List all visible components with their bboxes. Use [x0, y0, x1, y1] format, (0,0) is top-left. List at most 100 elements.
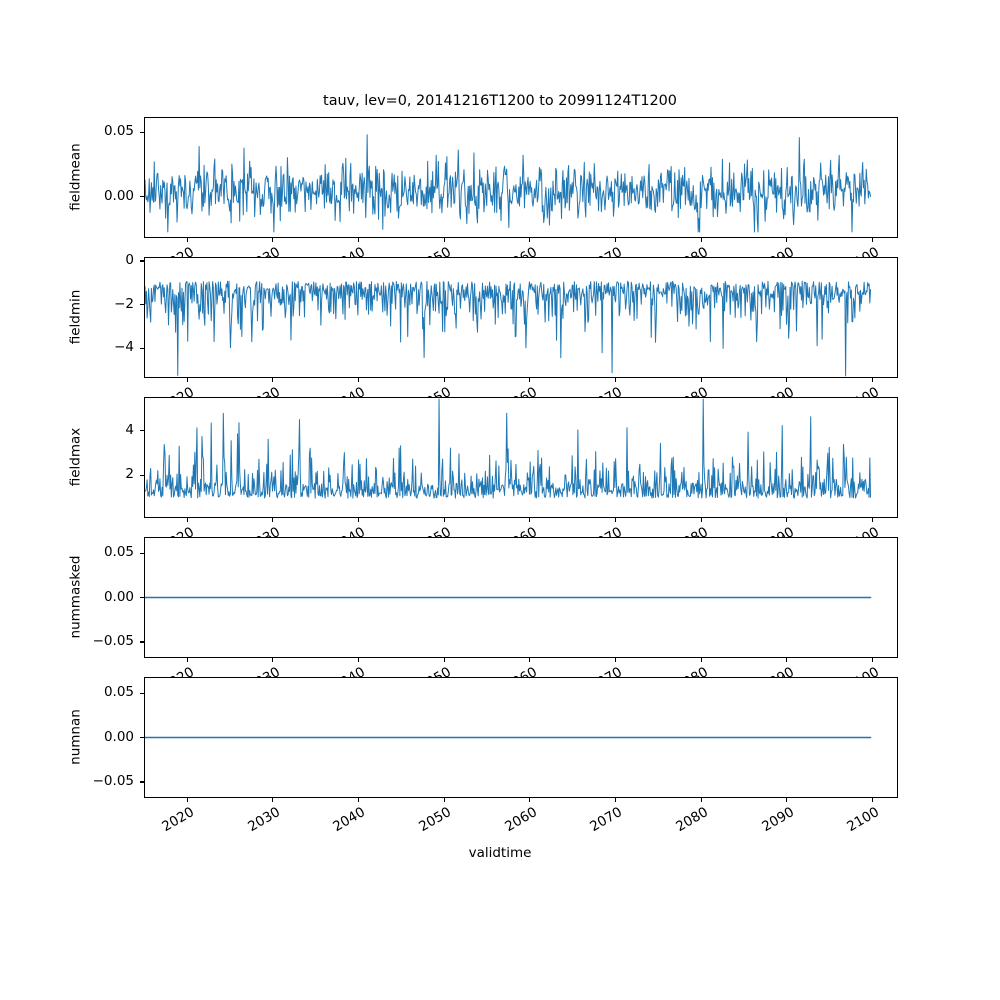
x-tick-mark — [186, 238, 188, 242]
x-tick-label: 2060 — [490, 664, 540, 677]
y-tick-mark — [140, 304, 144, 306]
x-tick-mark — [443, 658, 445, 662]
x-tick-mark — [700, 518, 702, 522]
x-tick-label: 2100 — [833, 524, 883, 537]
x-tick-label: 2070 — [576, 384, 626, 397]
x-tick-label: 2030 — [233, 524, 283, 537]
x-ticks-nummasked: 2020 2030 2040 2050 2060 2070 2080 2090 2100 — [0, 658, 1000, 677]
x-tick-mark — [357, 378, 360, 382]
x-tick-label: 2040 — [319, 244, 369, 257]
x-ticks-fieldmin: 2020 2030 2040 2050 2060 2070 2080 2090 2100 — [0, 378, 1000, 397]
y-tick-label: 2 — [125, 466, 134, 483]
series-fieldmin — [145, 281, 871, 376]
y-tick-mark — [140, 131, 144, 134]
panel-fieldmin — [144, 257, 898, 378]
x-tick-mark — [529, 658, 531, 662]
panel-fieldmean — [144, 117, 898, 238]
x-tick-mark — [700, 658, 702, 662]
x-tick-mark — [357, 238, 360, 242]
x-tick-label: 2050 — [416, 804, 455, 836]
x-tick-label: 2050 — [405, 524, 454, 537]
x-tick-label: 2060 — [490, 384, 540, 397]
y-tick-label: 0.05 — [103, 123, 134, 140]
x-tick-mark — [186, 378, 188, 382]
y-tick-mark — [140, 781, 144, 783]
x-tick-label: 2020 — [159, 804, 198, 836]
x-tick-label: 2090 — [747, 384, 797, 397]
x-tick-mark — [357, 798, 360, 802]
x-tick-mark — [443, 798, 445, 802]
x-tick-label: 2080 — [661, 664, 711, 677]
x-tick-mark — [529, 518, 531, 522]
x-tick-label: 2050 — [405, 384, 454, 397]
panel-numnan — [144, 677, 898, 798]
x-tick-label: 2060 — [490, 244, 540, 257]
x-tick-label: 2040 — [319, 524, 369, 537]
x-tick-mark — [700, 798, 702, 802]
y-tick-mark — [140, 597, 144, 599]
x-tick-mark — [357, 518, 360, 522]
x-tick-label: 2100 — [844, 804, 883, 836]
x-tick-label: 2020 — [148, 384, 197, 397]
x-tick-label: 2070 — [576, 244, 626, 257]
x-tick-mark — [443, 518, 445, 522]
x-tick-label: 2020 — [148, 524, 197, 537]
x-tick-label: 2020 — [148, 244, 197, 257]
series-fieldmean — [145, 135, 871, 232]
x-tick-mark — [871, 238, 873, 242]
x-tick-mark — [529, 238, 531, 242]
x-tick-mark — [786, 518, 788, 522]
x-tick-mark — [871, 518, 873, 522]
y-tick-label: 0 — [125, 251, 134, 268]
x-tick-label: 2100 — [833, 384, 883, 397]
x-ticks-fieldmean: 2020 2030 2040 2050 2060 2070 2080 2090 2100 — [0, 238, 1000, 257]
y-tick-mark — [140, 641, 144, 643]
x-tick-label: 2060 — [501, 804, 540, 836]
panel-nummasked — [144, 537, 898, 658]
x-tick-label: 2090 — [758, 804, 797, 836]
x-ticks-fieldmax: 2020 2030 2040 2050 2060 2070 2080 2090 2100 — [0, 518, 1000, 537]
y-axis-label-fieldmax: fieldmax — [67, 427, 83, 486]
x-tick-label: 2040 — [319, 384, 369, 397]
x-tick-mark — [272, 658, 274, 662]
x-tick-mark — [614, 798, 616, 802]
y-tick-mark — [140, 347, 144, 350]
y-tick-label: −2 — [114, 295, 134, 312]
x-tick-label: 2050 — [405, 664, 454, 677]
y-tick-label: −0.05 — [92, 632, 134, 649]
x-tick-label: 2030 — [233, 244, 283, 257]
x-tick-mark — [700, 238, 702, 242]
x-tick-mark — [272, 518, 274, 522]
x-tick-mark — [443, 378, 445, 382]
x-tick-label: 2040 — [330, 804, 369, 836]
y-tick-mark — [140, 552, 144, 554]
plot-area-fieldmax — [145, 398, 897, 517]
x-tick-mark — [786, 378, 788, 382]
plot-area-fieldmin — [145, 258, 897, 377]
x-tick-label: 2070 — [576, 524, 626, 537]
x-tick-mark — [186, 518, 188, 522]
x-tick-label: 2030 — [245, 804, 283, 836]
y-tick-label: 0.05 — [103, 684, 134, 700]
y-tick-mark — [140, 196, 144, 198]
x-tick-label: 2030 — [233, 664, 283, 677]
plot-area-fieldmean — [145, 118, 897, 237]
x-tick-mark — [357, 658, 360, 662]
x-tick-label: 2080 — [661, 524, 711, 537]
x-tick-mark — [614, 658, 616, 662]
y-tick-label: −4 — [114, 339, 134, 356]
x-tick-label: 2070 — [576, 664, 626, 677]
x-tick-label: 2090 — [747, 664, 797, 677]
x-tick-label: 2050 — [405, 244, 454, 257]
x-tick-mark — [186, 798, 188, 802]
x-tick-label: 2080 — [661, 244, 711, 257]
x-tick-mark — [443, 238, 445, 242]
x-tick-label: 2090 — [747, 524, 797, 537]
y-tick-label: 0.00 — [103, 187, 134, 204]
x-axis-label: validtime — [468, 845, 532, 861]
y-tick-mark — [140, 737, 144, 739]
x-tick-label: 2100 — [833, 244, 883, 257]
x-tick-mark — [272, 798, 274, 802]
plot-area-numnan — [145, 678, 897, 797]
x-tick-mark — [614, 518, 616, 522]
